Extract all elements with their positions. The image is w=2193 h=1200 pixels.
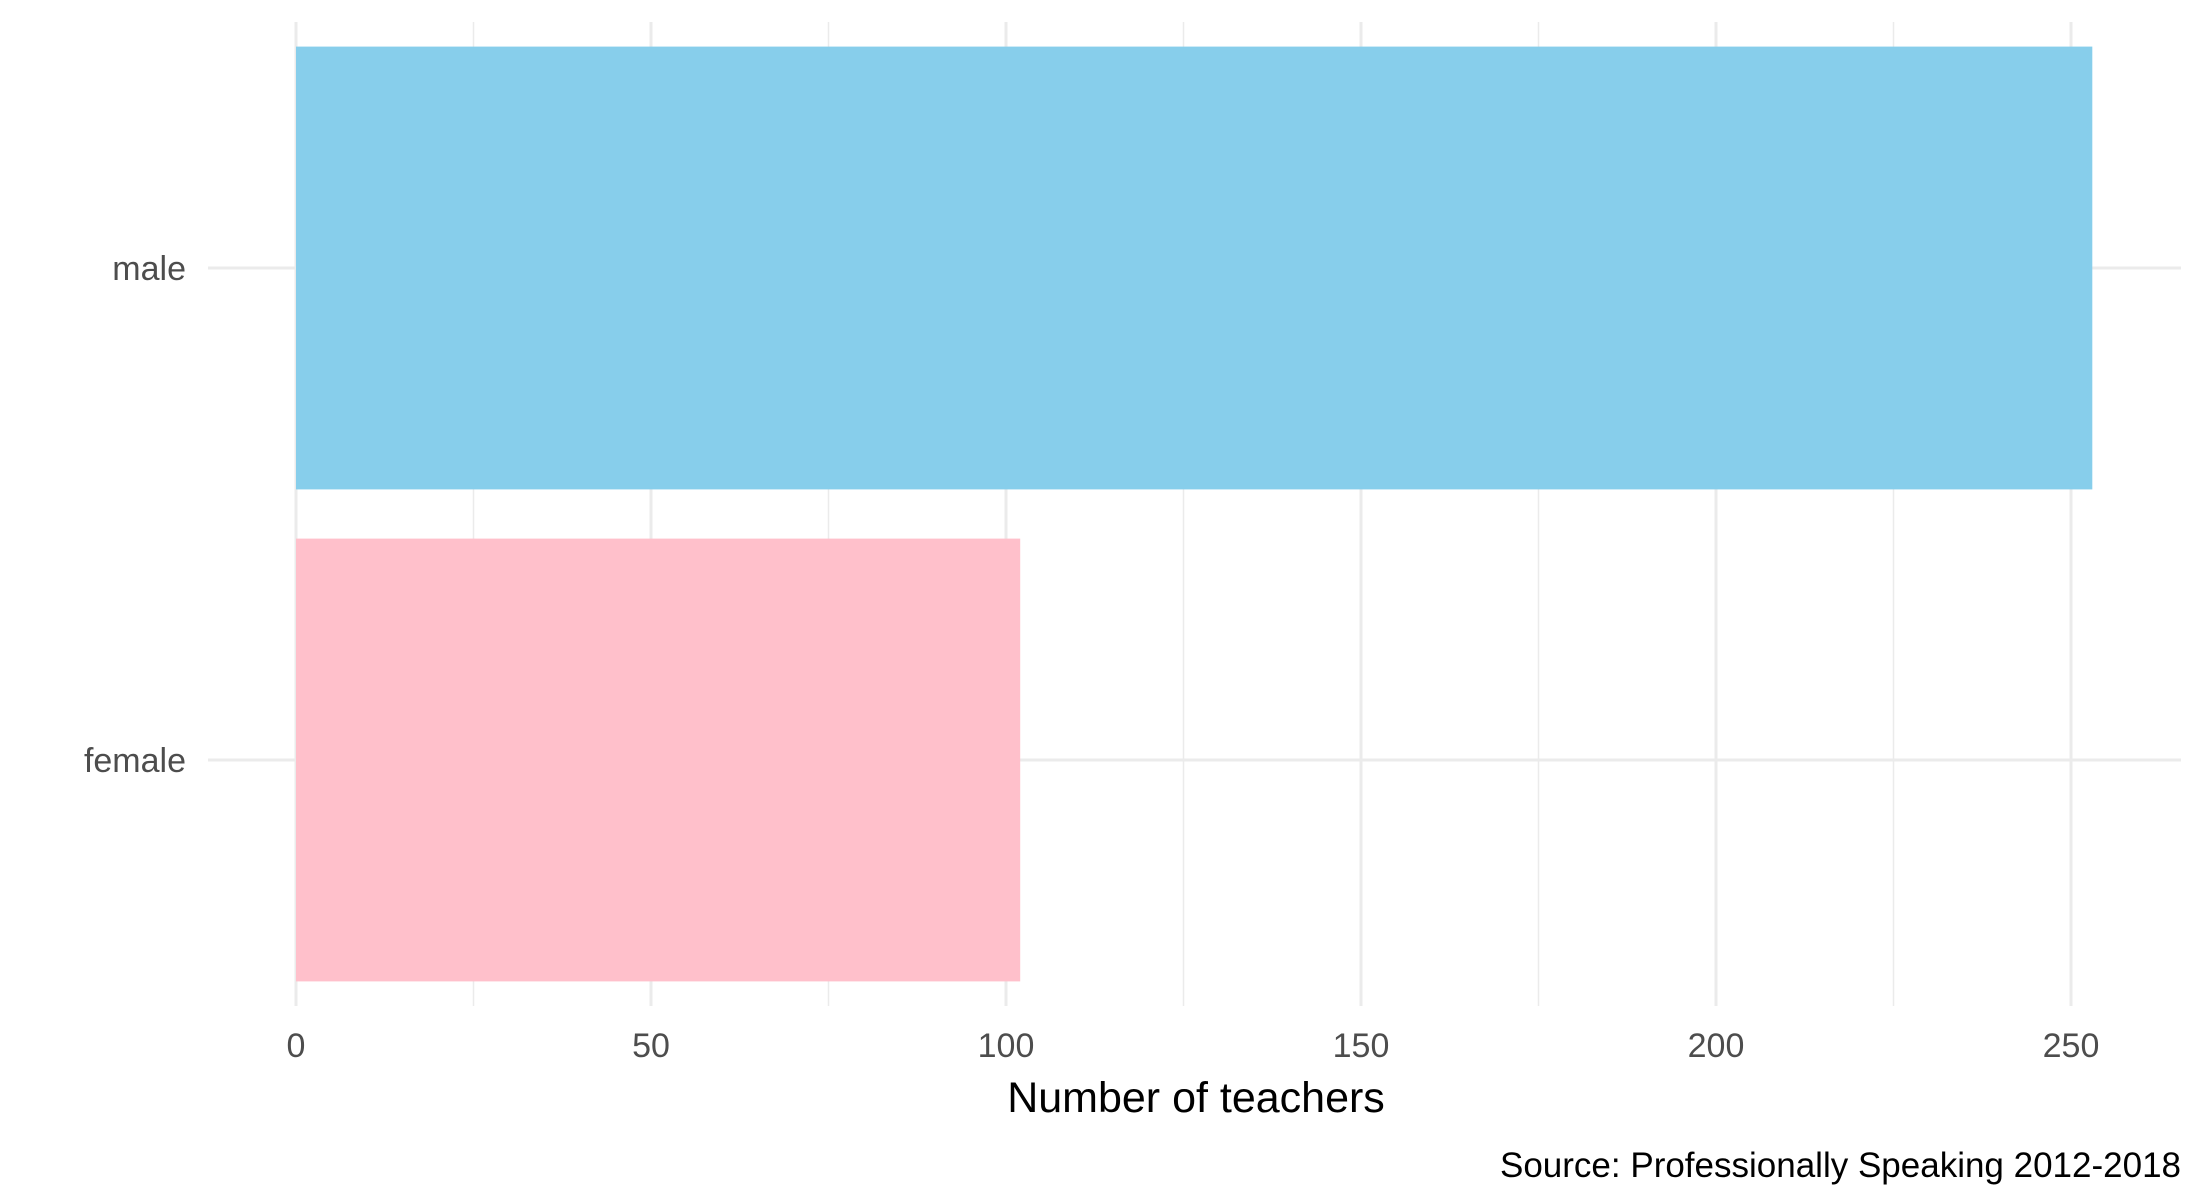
- x-tick-label: 150: [1333, 1027, 1390, 1065]
- bars: [296, 46, 2093, 982]
- bar-female: [296, 538, 1021, 982]
- x-axis-tick-labels: 0 50 100 150 200 250: [287, 1027, 2100, 1065]
- y-axis-tick-labels: male female: [84, 250, 186, 780]
- x-tick-label: 200: [1688, 1027, 1745, 1065]
- y-tick-label-male: male: [112, 250, 186, 288]
- x-tick-label: 0: [287, 1027, 306, 1065]
- chart-caption: Source: Professionally Speaking 2012-201…: [1500, 1146, 2181, 1185]
- x-tick-label: 250: [2043, 1027, 2100, 1065]
- x-tick-label: 100: [978, 1027, 1035, 1065]
- y-tick-label-female: female: [84, 742, 186, 780]
- x-tick-label: 50: [632, 1027, 670, 1065]
- x-axis-title: Number of teachers: [1007, 1074, 1385, 1122]
- bar-male: [296, 46, 2093, 490]
